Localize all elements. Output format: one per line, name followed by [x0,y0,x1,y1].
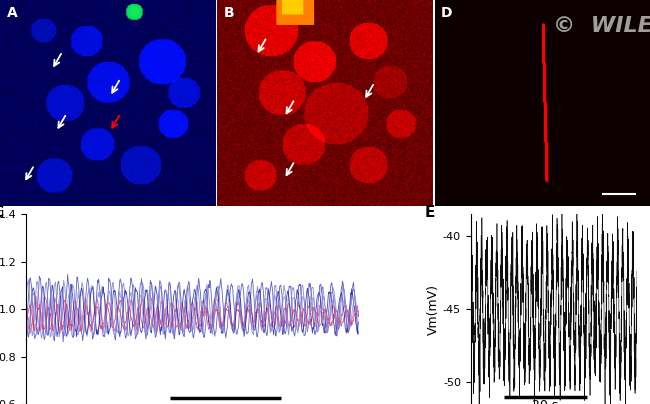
Text: D: D [441,6,453,20]
Text: B: B [224,6,235,20]
Text: 20 s: 20 s [532,399,559,404]
Text: A: A [6,6,17,20]
Text: C: C [0,204,4,220]
Text: ©  WILE: © WILE [553,17,650,36]
Y-axis label: Vm(mV): Vm(mV) [427,284,440,335]
Text: E: E [424,204,435,220]
